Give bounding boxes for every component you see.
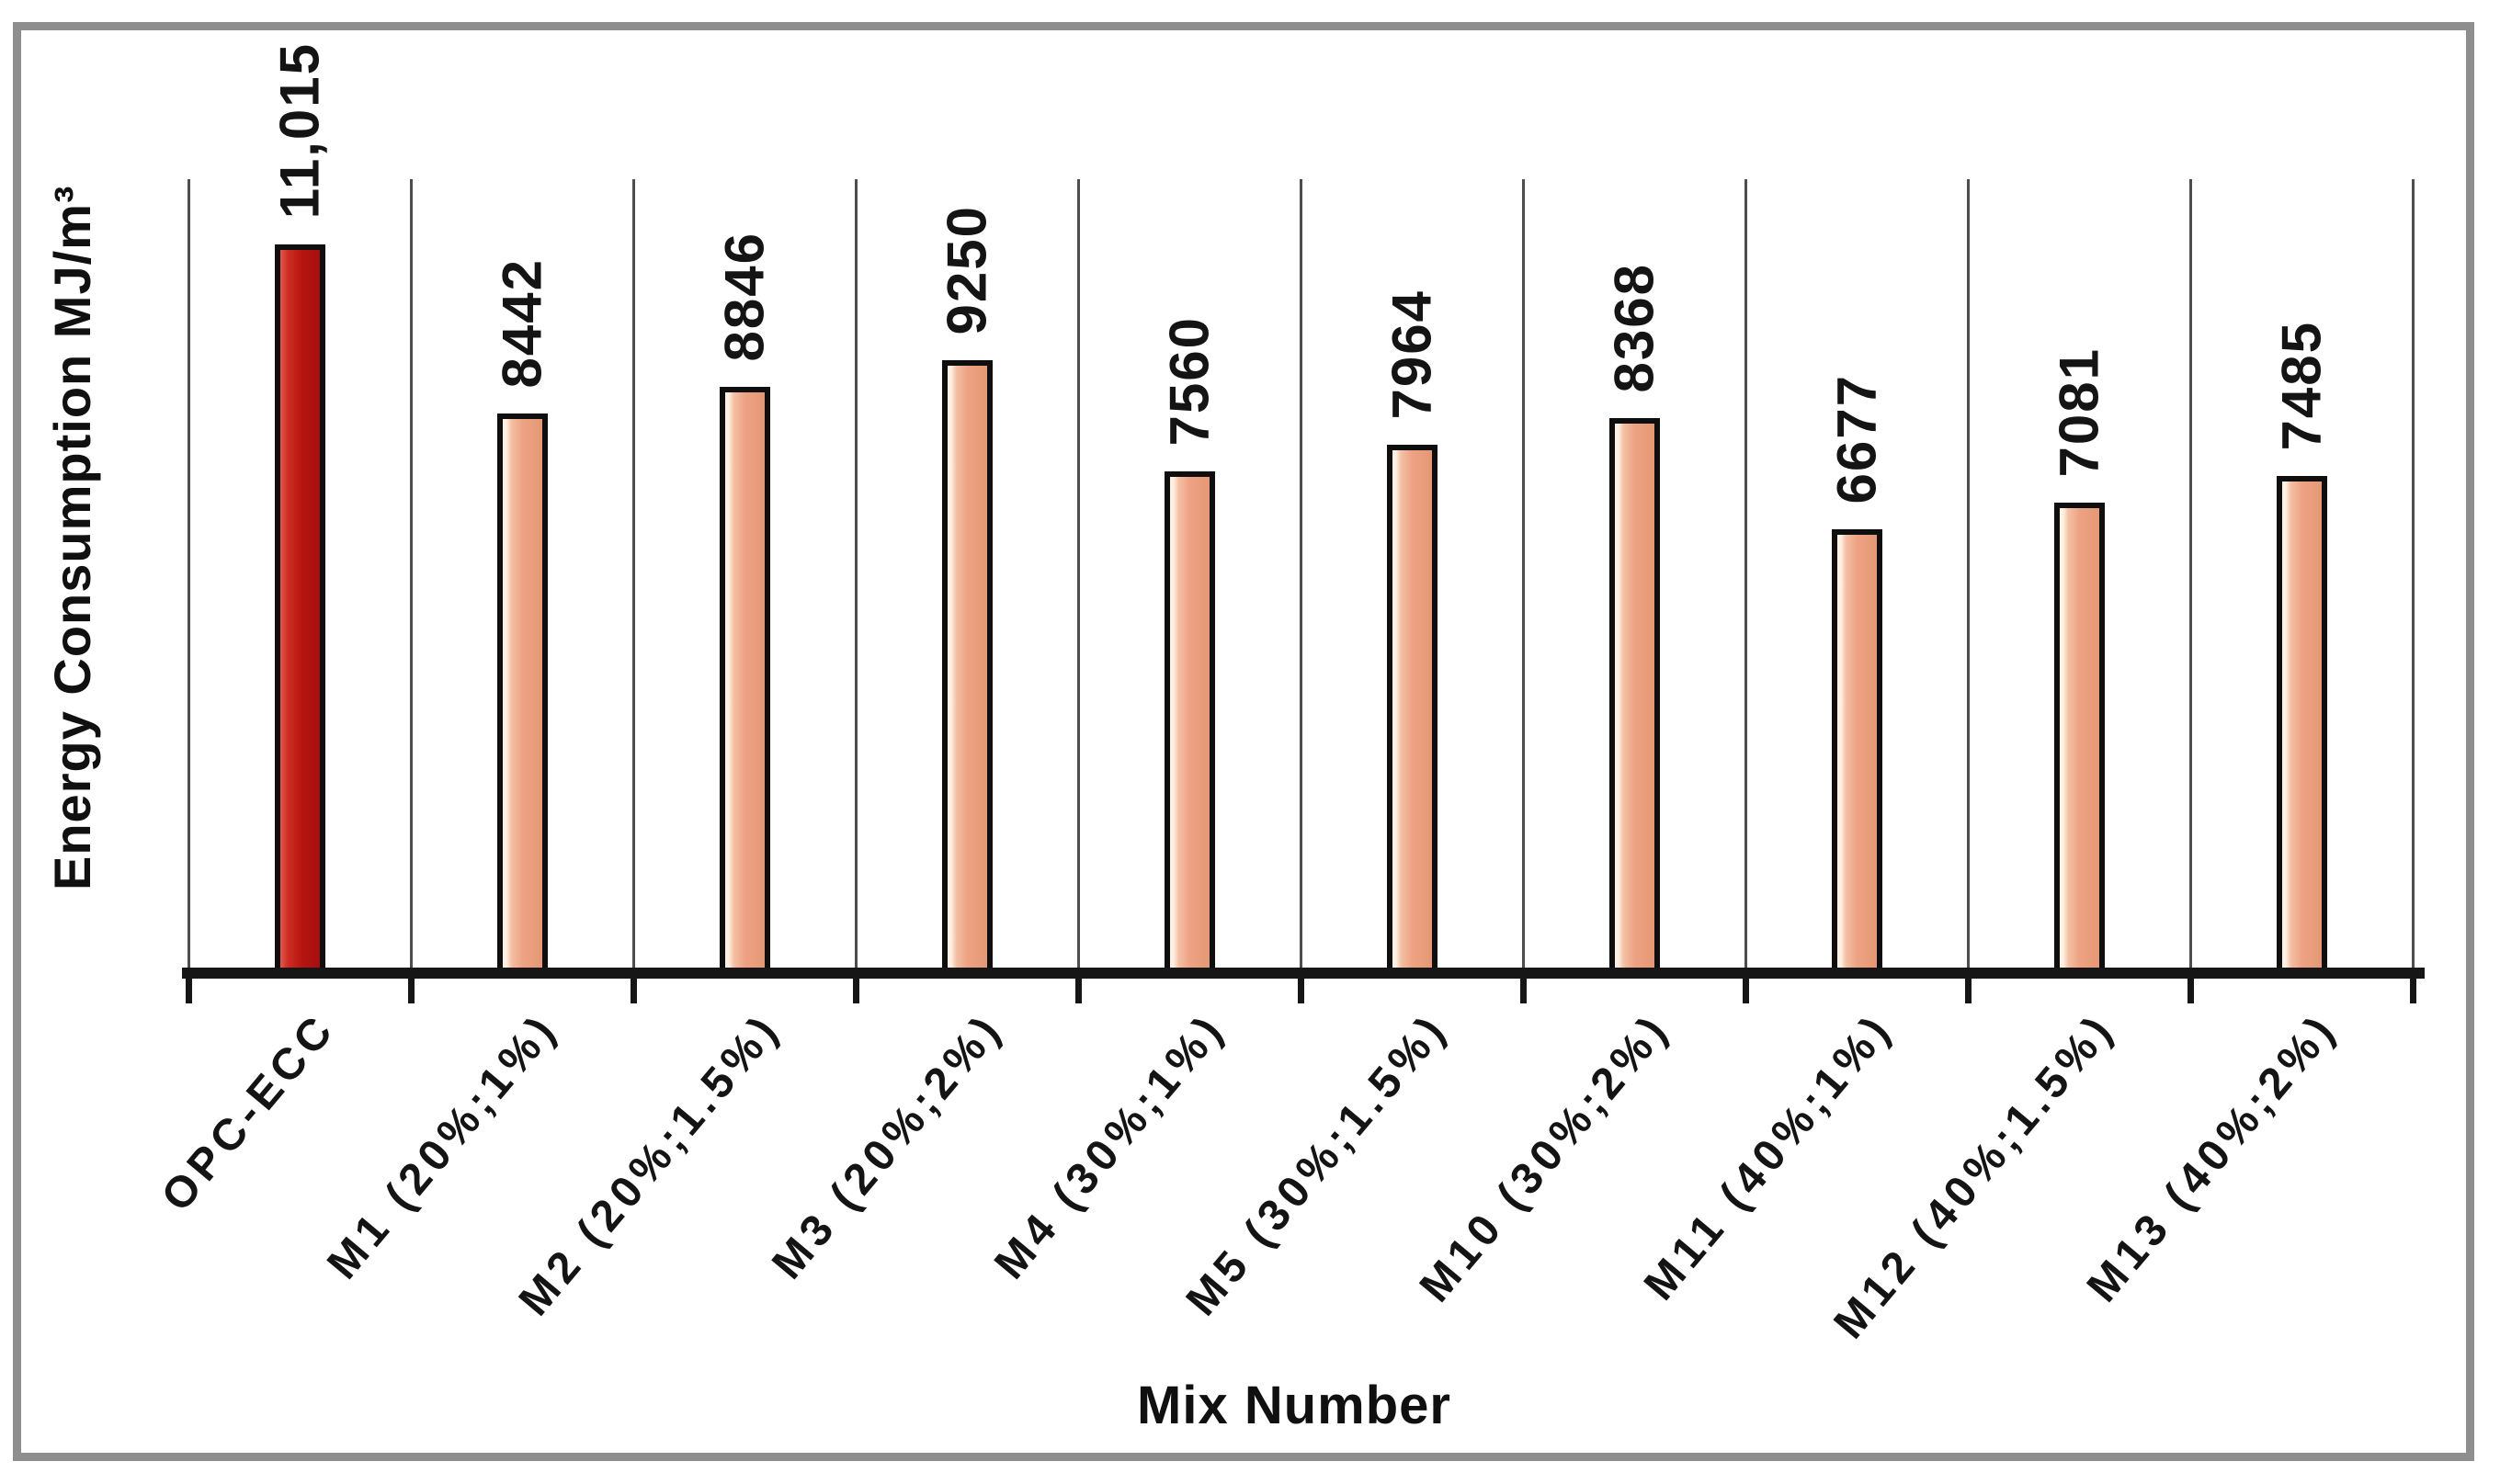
- bar-value-label: 9250: [936, 204, 998, 334]
- x-axis-title: Mix Number: [1137, 1376, 1451, 1435]
- bar: [1608, 418, 1660, 975]
- bar: [1386, 445, 1438, 975]
- x-axis-tick: [630, 976, 637, 1003]
- bar: [719, 387, 770, 975]
- bar: [941, 360, 993, 975]
- x-axis-tick: [185, 976, 192, 1003]
- category-gridline: [1299, 179, 1302, 968]
- category-gridline: [2411, 179, 2415, 968]
- category-gridline: [631, 179, 635, 968]
- x-axis-tick: [2187, 976, 2194, 1003]
- x-axis-tick: [1297, 976, 1304, 1003]
- bar-value-label: 8368: [1603, 262, 1665, 392]
- category-gridline: [1076, 179, 1080, 968]
- bar: [2276, 476, 2327, 975]
- category-gridline: [1521, 179, 1525, 968]
- x-axis-tick: [1519, 976, 1527, 1003]
- x-axis-tick: [1964, 976, 1972, 1003]
- category-gridline: [409, 179, 413, 968]
- x-axis-tick: [2409, 976, 2416, 1003]
- x-axis-tick: [1742, 976, 1749, 1003]
- bar-value-label: 8846: [713, 231, 776, 361]
- x-axis-tick: [852, 976, 859, 1003]
- bar-value-label: 7964: [1381, 289, 1443, 419]
- bar-value-label: 7560: [1158, 315, 1221, 446]
- bar: [274, 244, 325, 975]
- bar: [2053, 503, 2105, 975]
- bar: [1831, 529, 1882, 975]
- x-axis-line: [182, 968, 2425, 979]
- x-axis-tick: [1074, 976, 1082, 1003]
- x-axis-tick: [407, 976, 415, 1003]
- category-gridline: [1744, 179, 1747, 968]
- category-gridline: [187, 179, 190, 968]
- category-gridline: [854, 179, 858, 968]
- bar-value-label: 6677: [1825, 373, 1888, 504]
- bar-value-label: 11,015: [268, 41, 331, 219]
- category-gridline: [1966, 179, 1970, 968]
- bar: [496, 413, 548, 975]
- bar-value-label: 7081: [2048, 346, 2110, 477]
- bar-value-label: 8442: [491, 257, 553, 388]
- chart-border-frame: [13, 22, 2474, 1461]
- category-gridline: [2188, 179, 2192, 968]
- bar: [1164, 471, 1215, 975]
- bar-value-label: 7485: [2270, 320, 2333, 450]
- y-axis-title: Energy Consumption MJ/m³: [43, 185, 101, 890]
